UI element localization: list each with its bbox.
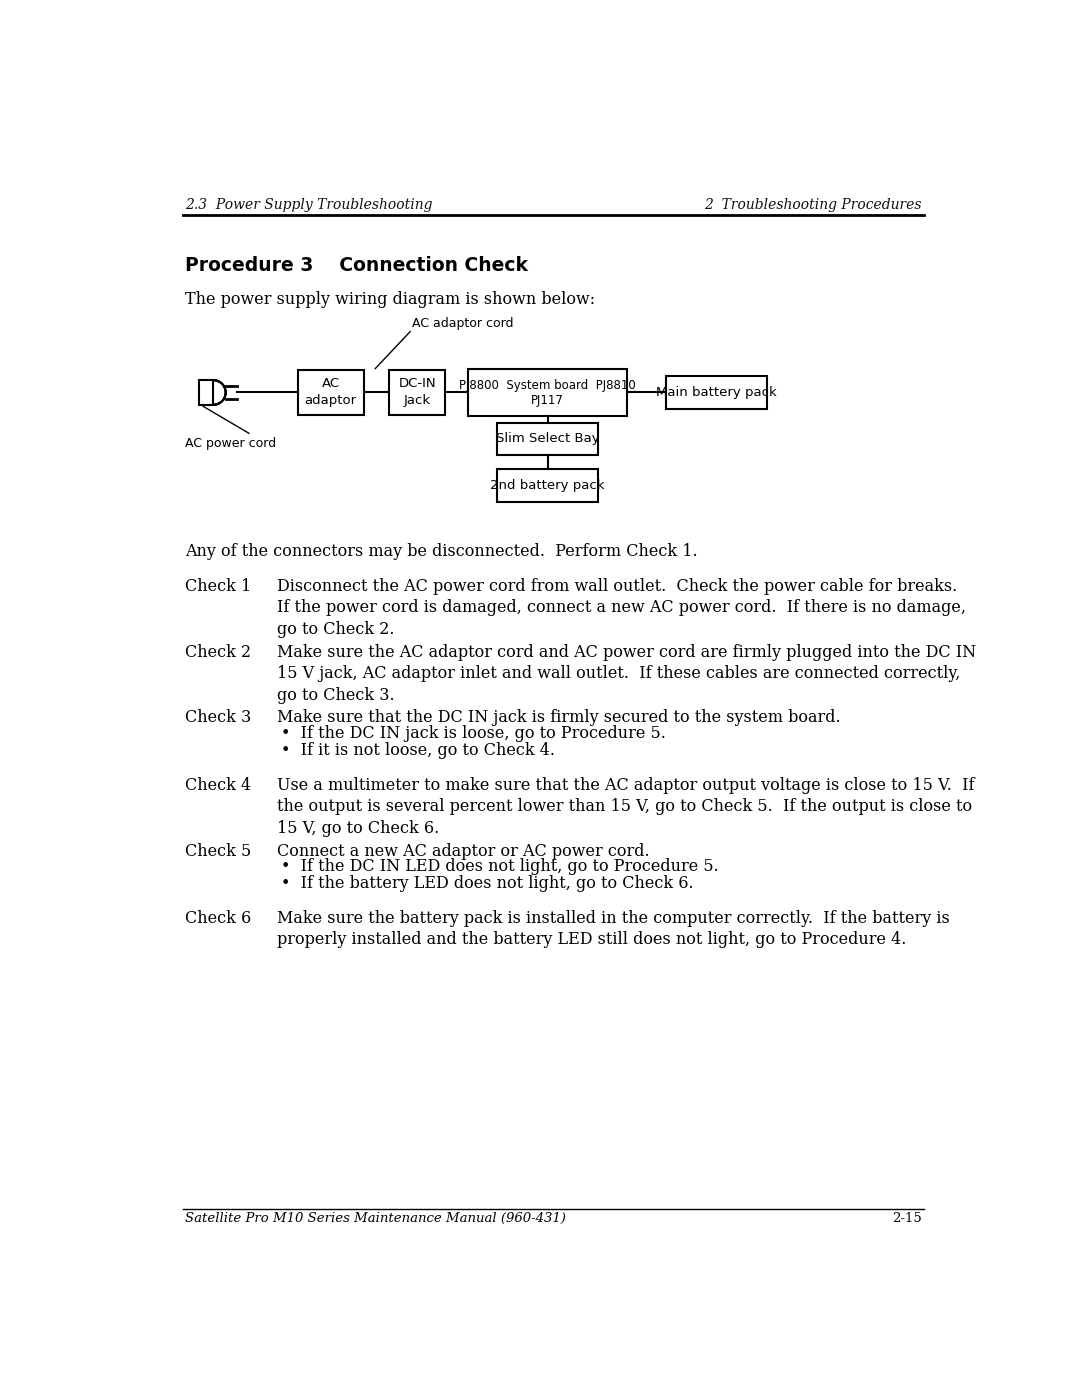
Text: Slim Select Bay: Slim Select Bay (496, 432, 599, 446)
Text: AC power cord: AC power cord (186, 437, 276, 450)
Text: Use a multimeter to make sure that the AC adaptor output voltage is close to 15 : Use a multimeter to make sure that the A… (276, 777, 974, 837)
Text: •  If the battery LED does not light, go to Check 6.: • If the battery LED does not light, go … (281, 875, 693, 891)
Text: Make sure that the DC IN jack is firmly secured to the system board.: Make sure that the DC IN jack is firmly … (276, 710, 840, 726)
Text: PJ8800  System board  PJ8810: PJ8800 System board PJ8810 (459, 379, 636, 393)
Text: 2.3  Power Supply Troubleshooting: 2.3 Power Supply Troubleshooting (186, 197, 433, 211)
Text: •  If the DC IN LED does not light, go to Procedure 5.: • If the DC IN LED does not light, go to… (281, 858, 718, 876)
Text: AC
adaptor: AC adaptor (305, 377, 356, 408)
Text: Check 4: Check 4 (186, 777, 252, 793)
Text: •  If the DC IN jack is loose, go to Procedure 5.: • If the DC IN jack is loose, go to Proc… (281, 725, 665, 742)
Text: The power supply wiring diagram is shown below:: The power supply wiring diagram is shown… (186, 291, 595, 307)
Text: 2  Troubleshooting Procedures: 2 Troubleshooting Procedures (704, 197, 921, 211)
Bar (389, 370, 445, 415)
Text: Make sure the AC adaptor cord and AC power cord are firmly plugged into the DC I: Make sure the AC adaptor cord and AC pow… (276, 644, 976, 704)
Text: PJ117: PJ117 (531, 394, 564, 407)
Text: DC-IN
Jack: DC-IN Jack (399, 377, 436, 408)
Bar (298, 370, 364, 415)
Text: Check 5: Check 5 (186, 842, 252, 859)
Text: Procedure 3    Connection Check: Procedure 3 Connection Check (186, 256, 528, 275)
Text: •  If it is not loose, go to Check 4.: • If it is not loose, go to Check 4. (281, 742, 555, 759)
Text: Satellite Pro M10 Series Maintenance Manual (960-431): Satellite Pro M10 Series Maintenance Man… (186, 1211, 566, 1225)
Text: Check 2: Check 2 (186, 644, 252, 661)
Text: Check 3: Check 3 (186, 710, 252, 726)
Text: Check 1: Check 1 (186, 578, 252, 595)
Bar (469, 369, 627, 416)
Bar (497, 469, 598, 502)
Text: Make sure the battery pack is installed in the computer correctly.  If the batte: Make sure the battery pack is installed … (276, 909, 949, 949)
Bar (497, 422, 598, 455)
Text: 2-15: 2-15 (892, 1211, 921, 1225)
Text: Disconnect the AC power cord from wall outlet.  Check the power cable for breaks: Disconnect the AC power cord from wall o… (276, 578, 966, 638)
Text: 2nd battery pack: 2nd battery pack (490, 479, 605, 492)
Bar (666, 376, 767, 409)
Text: Any of the connectors may be disconnected.  Perform Check 1.: Any of the connectors may be disconnecte… (186, 543, 698, 560)
Text: Connect a new AC adaptor or AC power cord.: Connect a new AC adaptor or AC power cor… (276, 842, 649, 859)
Bar (200, 380, 213, 405)
Text: Check 6: Check 6 (186, 909, 252, 928)
Text: AC adaptor cord: AC adaptor cord (411, 317, 513, 330)
Text: Main battery pack: Main battery pack (656, 386, 777, 400)
